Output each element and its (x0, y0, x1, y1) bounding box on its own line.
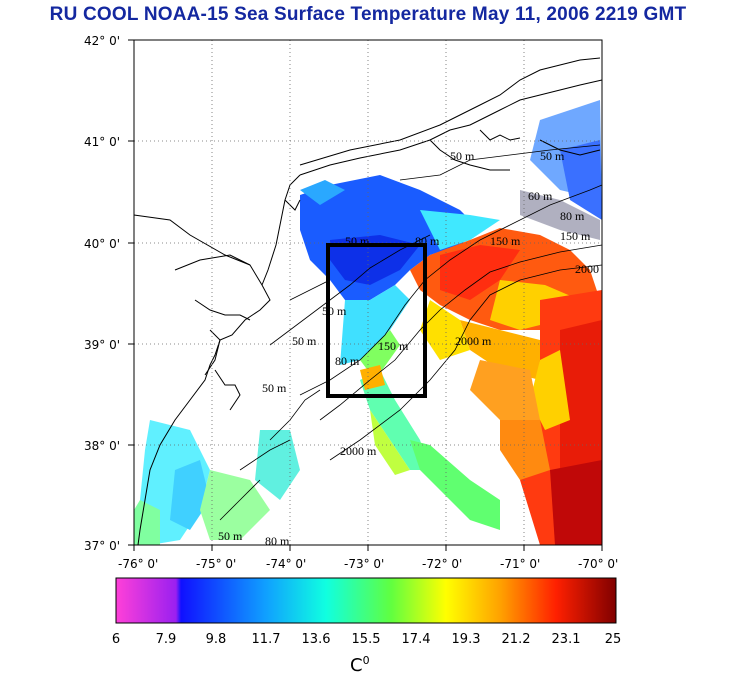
contour-label: 50 m (450, 149, 475, 163)
contour-label: 2000 m (455, 334, 492, 348)
contour-label: 80 m (560, 209, 585, 223)
colorbar-tick: 9.8 (205, 632, 227, 647)
colorbar-tick: 13.6 (301, 632, 331, 647)
colorbar-tick: 23.1 (551, 632, 581, 647)
colorbar-tick: 15.5 (351, 632, 381, 647)
contour-label: 80 m (265, 534, 290, 548)
colorbar (115, 577, 617, 624)
coastline (133, 57, 603, 546)
lat-label: 39° 0' (84, 338, 120, 352)
colorbar-tick: 21.2 (501, 632, 531, 647)
lon-label: -74° 0' (266, 557, 306, 571)
lon-label: -75° 0' (196, 557, 236, 571)
contour-label: 50 m (322, 304, 347, 318)
colorbar-ticks: 6 7.9 9.8 11.7 13.6 15.5 17.4 19.3 21.2 … (0, 632, 736, 652)
axis-ticks (128, 39, 603, 551)
page-title: RU COOL NOAA-15 Sea Surface Temperature … (49, 4, 687, 25)
lon-label: -71° 0' (500, 557, 540, 571)
colorbar-tick: 11.7 (251, 632, 281, 647)
unit-label: C (350, 655, 363, 676)
contour-label: 2000 m (340, 444, 377, 458)
colorbar-tick: 25 (604, 632, 622, 647)
colorbar-tick: 6 (111, 632, 121, 647)
study-area-box (326, 243, 427, 398)
lat-label: 37° 0' (84, 539, 120, 553)
graticule (134, 40, 602, 545)
contour-label: 2000 (575, 262, 599, 276)
latitude-labels: 42° 0' 41° 0' 40° 0' 39° 0' 38° 0' 37° 0… (84, 34, 120, 553)
colorbar-tick: 19.3 (451, 632, 481, 647)
bathymetry-contours (219, 144, 603, 521)
lat-label: 41° 0' (84, 135, 120, 149)
contour-label: 50 m (218, 529, 243, 543)
contour-label: 60 m (528, 189, 553, 203)
longitude-labels: -76° 0' -75° 0' -74° 0' -73° 0' -72° 0' … (118, 557, 618, 571)
lon-label: -72° 0' (422, 557, 462, 571)
lon-label: -76° 0' (118, 557, 158, 571)
contour-label: 50 m (540, 149, 565, 163)
lon-label: -70° 0' (578, 557, 618, 571)
contour-label: 150 m (560, 229, 591, 243)
lat-label: 42° 0' (84, 34, 120, 48)
contour-label: 150 m (490, 234, 521, 248)
contour-label: 150 m (378, 339, 409, 353)
colorbar-tick: 17.4 (401, 632, 431, 647)
lat-label: 40° 0' (84, 237, 120, 251)
contour-label: 80 m (335, 354, 360, 368)
colorbar-unit: C0 (350, 654, 370, 676)
colorbar-tick: 7.9 (155, 632, 177, 647)
lon-label: -73° 0' (344, 557, 384, 571)
unit-superscript: 0 (362, 654, 370, 667)
contour-label: 50 m (262, 381, 287, 395)
sst-data-layer (134, 100, 602, 545)
contour-label: 50 m (292, 334, 317, 348)
lat-label: 38° 0' (84, 439, 120, 453)
